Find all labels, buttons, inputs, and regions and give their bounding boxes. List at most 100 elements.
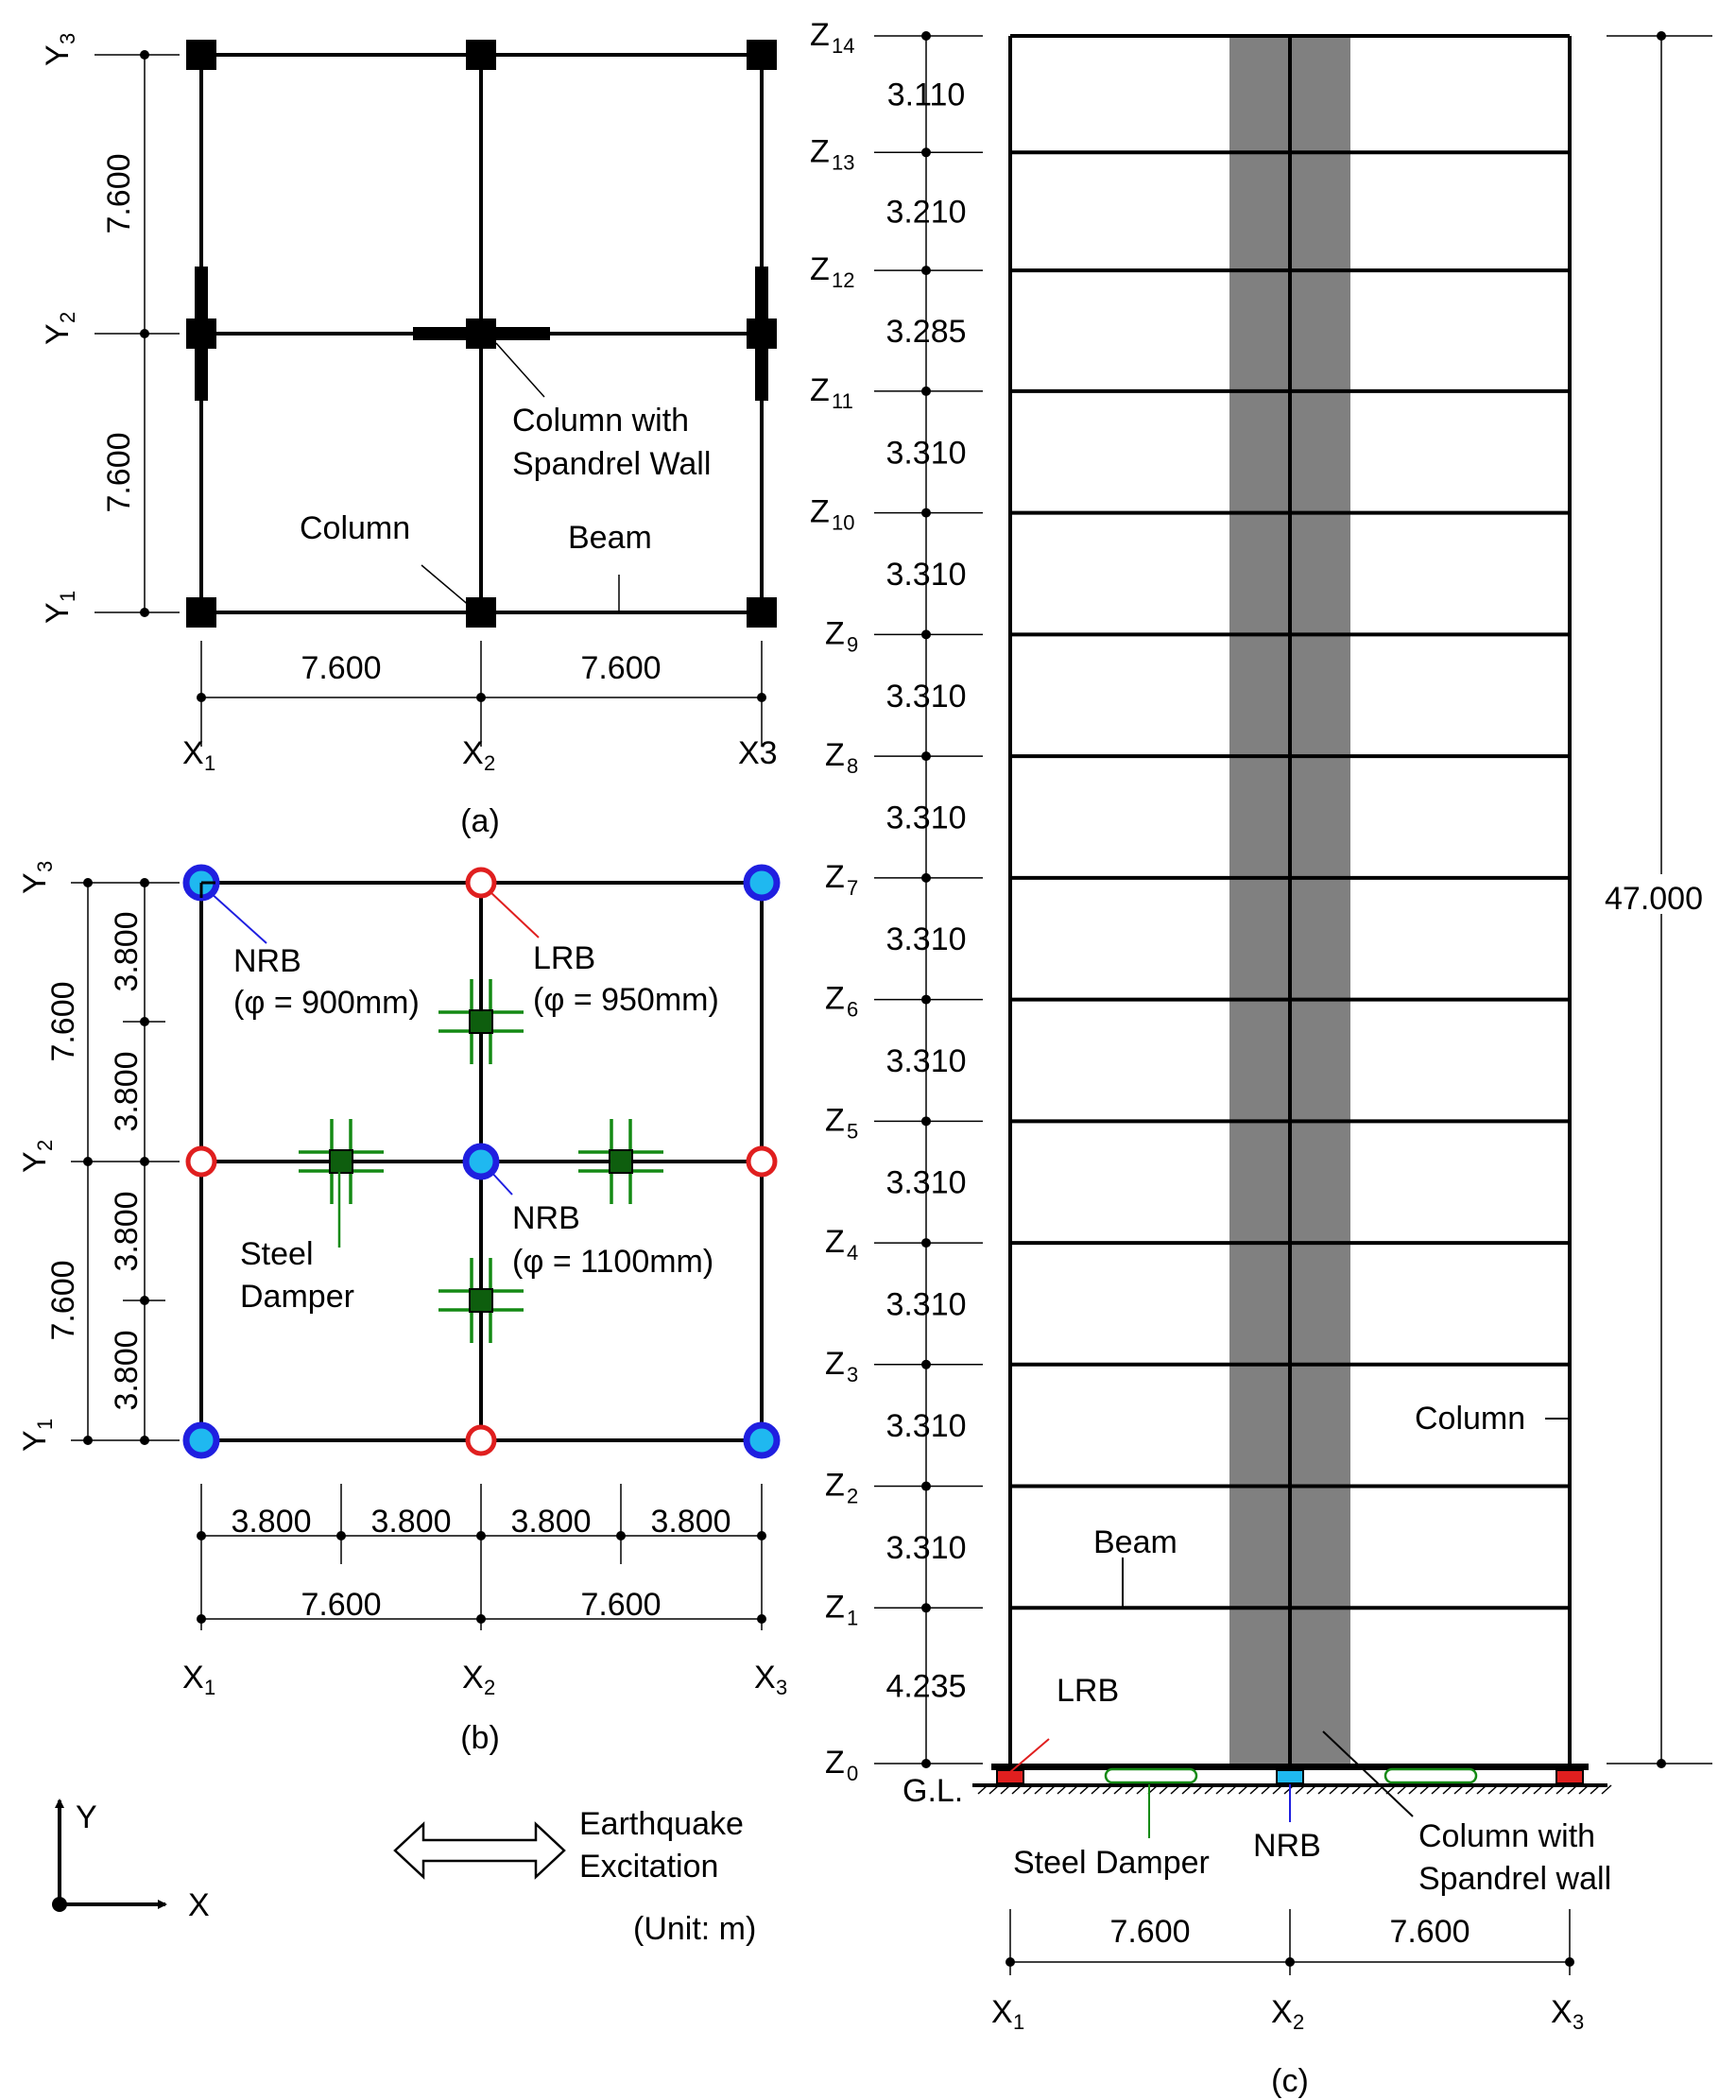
axis-sub: 2 bbox=[1293, 2010, 1304, 2034]
panel-b-grid-overlay bbox=[199, 881, 215, 898]
level-sub: 3 bbox=[847, 1363, 858, 1386]
level-sub: 8 bbox=[847, 754, 858, 778]
hatch-line bbox=[1397, 1784, 1408, 1795]
axis-label: Y bbox=[17, 1430, 53, 1452]
lrb-bearing bbox=[996, 1769, 1024, 1784]
hatch-line bbox=[1363, 1784, 1374, 1795]
hatch-line bbox=[1533, 1784, 1544, 1795]
level-dot bbox=[921, 31, 931, 41]
axis-sub: 1 bbox=[204, 1676, 215, 1699]
hatch-line bbox=[1351, 1784, 1363, 1795]
hatch-line bbox=[1544, 1784, 1556, 1795]
hatch-line bbox=[1238, 1784, 1249, 1795]
level-sub: 1 bbox=[847, 1606, 858, 1629]
total-height: 47.000 bbox=[1605, 881, 1703, 917]
steel-damper bbox=[438, 1258, 524, 1343]
hatch-line bbox=[1340, 1784, 1351, 1795]
axis-label-y1: Y 1 bbox=[17, 1419, 57, 1452]
hatch-line bbox=[1079, 1784, 1091, 1795]
hatch-line bbox=[1374, 1784, 1385, 1795]
hatch-line bbox=[1102, 1784, 1113, 1795]
axis-label-x2: X bbox=[462, 735, 484, 771]
level-dot bbox=[921, 1238, 931, 1248]
level-sub: 9 bbox=[847, 632, 858, 656]
level-label: Z bbox=[825, 1589, 845, 1625]
hatch-line bbox=[1317, 1784, 1329, 1795]
label-steel-damper: Steel bbox=[240, 1236, 314, 1272]
legend: Y X Earthquake Excitation (Unit: m) bbox=[52, 1799, 756, 1947]
hatch-line bbox=[1170, 1784, 1181, 1795]
column bbox=[747, 40, 777, 70]
label-steel-damper: Steel Damper bbox=[1013, 1845, 1210, 1881]
level-dot bbox=[921, 1116, 931, 1127]
level-dot bbox=[921, 508, 931, 518]
hatch-line bbox=[1419, 1784, 1431, 1795]
label-nrb: NRB bbox=[1253, 1828, 1321, 1864]
lrb-bearing bbox=[465, 1424, 497, 1456]
hatch-line bbox=[1034, 1784, 1045, 1795]
level-labels: Z 0Z 1Z 2Z 3Z 4Z 5Z 6Z 7Z 8Z 9Z 10Z 11Z 12Z 13Z 14 bbox=[810, 17, 983, 1785]
story-height: 3.310 bbox=[885, 921, 966, 957]
level-sub: 7 bbox=[847, 876, 858, 900]
span-label: 7.600 bbox=[1109, 1914, 1190, 1950]
ground-hatch bbox=[977, 1784, 1612, 1795]
label-column: Column bbox=[300, 510, 410, 546]
caption-a: (a) bbox=[460, 803, 500, 839]
axis-label-y3: Y 3 bbox=[17, 861, 57, 894]
lrb-bearing bbox=[746, 1145, 778, 1178]
label-column-with-wall: Spandrel wall bbox=[1418, 1861, 1611, 1897]
level-dot bbox=[921, 751, 931, 762]
hatch-line bbox=[1306, 1784, 1317, 1795]
story-height: 3.110 bbox=[887, 77, 966, 113]
level-dot bbox=[921, 1481, 931, 1491]
level-label: Z bbox=[825, 1468, 845, 1504]
span-label: 7.600 bbox=[101, 432, 137, 512]
steel-damper bbox=[438, 979, 524, 1064]
base-slab bbox=[991, 1764, 1589, 1770]
level-label: Z bbox=[825, 859, 845, 895]
hatch-line bbox=[1261, 1784, 1272, 1795]
axis-sub: 2 bbox=[484, 751, 495, 775]
axis-label: Y bbox=[40, 323, 76, 345]
level-label: Z bbox=[810, 372, 830, 408]
lrb-bearing bbox=[185, 1145, 217, 1178]
hatch-line bbox=[1442, 1784, 1453, 1795]
hatch-line bbox=[1113, 1784, 1125, 1795]
level-dot bbox=[921, 147, 931, 158]
hatch-line bbox=[1578, 1784, 1590, 1795]
story-height: 3.285 bbox=[885, 314, 966, 350]
label-column-with-wall: Spandrel Wall bbox=[512, 446, 711, 482]
span-label: 3.800 bbox=[650, 1504, 730, 1540]
span-label: 7.600 bbox=[45, 981, 81, 1061]
steel-damper bbox=[1384, 1767, 1478, 1784]
hatch-line bbox=[1204, 1784, 1215, 1795]
label-beam: Beam bbox=[568, 520, 652, 556]
nrb-bearing bbox=[743, 1421, 781, 1459]
legend-x-label: X bbox=[188, 1887, 210, 1923]
axis-sub: 1 bbox=[204, 751, 215, 775]
span-label: 3.800 bbox=[231, 1504, 311, 1540]
column bbox=[747, 597, 777, 628]
hatch-line bbox=[1510, 1784, 1521, 1795]
span-label: 3.800 bbox=[109, 1051, 145, 1131]
unit-label: (Unit: m) bbox=[633, 1911, 756, 1947]
axis-sub: 3 bbox=[33, 861, 57, 872]
label-lrb-dia: (φ = 950mm) bbox=[533, 982, 719, 1018]
level-dot bbox=[921, 629, 931, 640]
lrb-bearing bbox=[465, 867, 497, 899]
axis-sub: 2 bbox=[33, 1140, 57, 1151]
story-height: 4.235 bbox=[885, 1669, 966, 1705]
axis-label-y2: Y 2 bbox=[17, 1140, 57, 1173]
nrb-bearing bbox=[1276, 1769, 1304, 1784]
story-height: 3.310 bbox=[885, 800, 966, 835]
level-label: Z bbox=[810, 494, 830, 530]
hatch-line bbox=[977, 1784, 988, 1795]
span-label: 7.600 bbox=[301, 650, 381, 686]
hatch-line bbox=[988, 1784, 1000, 1795]
story-height: 3.310 bbox=[885, 1286, 966, 1322]
level-label: Z bbox=[810, 17, 830, 53]
hatch-line bbox=[1011, 1784, 1023, 1795]
axis-label-x3: X bbox=[754, 1660, 776, 1695]
hatch-line bbox=[1329, 1784, 1340, 1795]
